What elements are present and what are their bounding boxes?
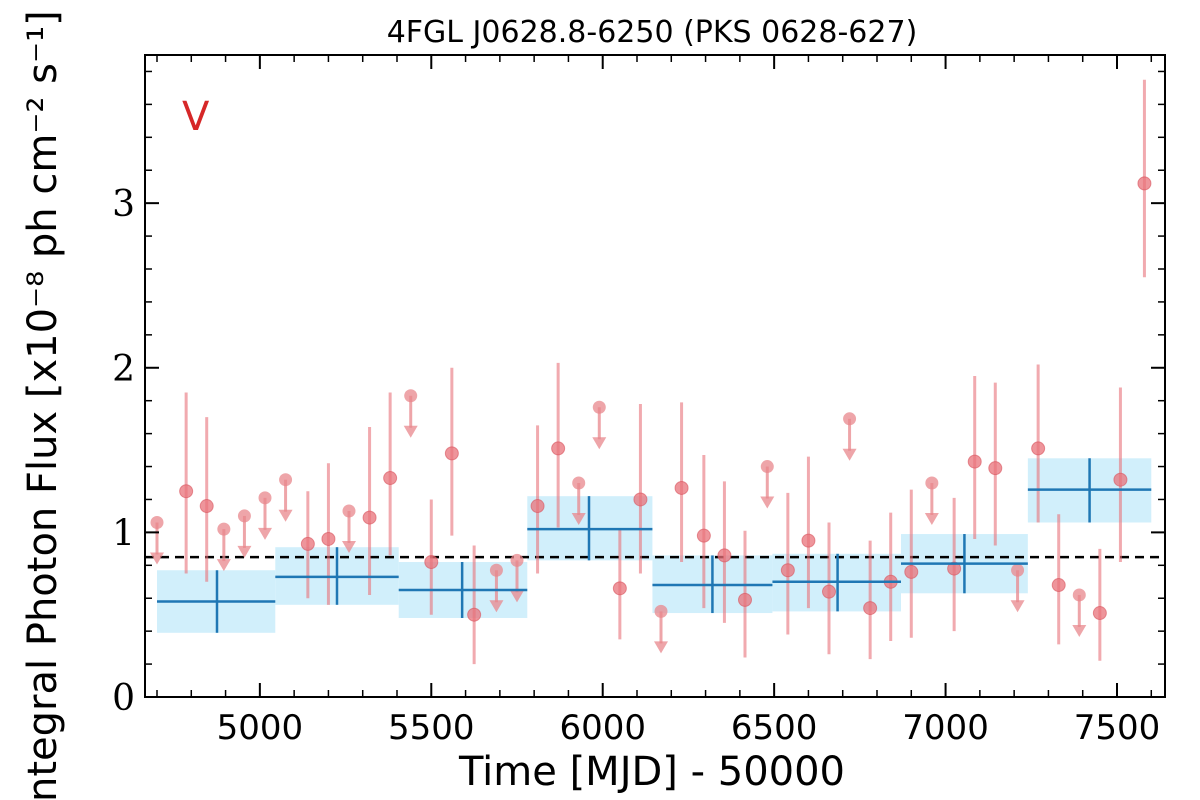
- upper-limit-arrow: [760, 496, 775, 509]
- upper-limit-arrow: [571, 513, 586, 525]
- detection-point: [780, 563, 795, 578]
- upper-limit-arrow: [1072, 624, 1087, 637]
- detection-point: [947, 561, 962, 576]
- detection-point: [988, 461, 1003, 476]
- detection-point: [967, 454, 982, 469]
- detection-point: [551, 441, 566, 456]
- axes-frame: 5000 5500 6000 6500 7000 7500 0 1 2 3: [112, 54, 1166, 748]
- upper-limit-arrow: [654, 641, 668, 654]
- detection-point: [674, 480, 689, 495]
- detection-point: [1051, 578, 1066, 593]
- upper-limit-point: [258, 491, 272, 505]
- upper-limit-arrow: [592, 437, 607, 450]
- detection-point: [362, 510, 377, 525]
- detection-point: [1113, 472, 1128, 487]
- upper-limit-point: [510, 553, 524, 567]
- detection-point: [179, 484, 194, 499]
- x-tick-label: 6500: [731, 708, 818, 748]
- upper-limit-arrow: [342, 540, 356, 553]
- chart-title: 4FGL J0628.8-6250 (PKS 0628-627): [387, 15, 918, 50]
- upper-limit-arrow: [216, 559, 231, 572]
- upper-limit-arrow: [924, 513, 939, 525]
- detection-point: [199, 499, 214, 514]
- detection-point: [444, 446, 459, 461]
- upper-limit-point: [404, 389, 418, 403]
- detection-point: [738, 592, 752, 607]
- x-tick-label: 5000: [217, 708, 304, 748]
- detection-point: [530, 499, 545, 514]
- upper-limit-point: [654, 604, 668, 618]
- detection-point: [863, 601, 878, 616]
- detection-point: [300, 536, 315, 551]
- detection-point: [467, 607, 482, 622]
- upper-limit-point: [843, 412, 857, 426]
- detection-point: [1137, 176, 1152, 191]
- upper-limit-arrow: [237, 545, 252, 558]
- upper-limit-point: [150, 516, 164, 530]
- upper-limit-point: [237, 509, 251, 523]
- plot-area: [145, 79, 1165, 665]
- detection-point: [612, 581, 627, 596]
- x-tick-label: 5500: [388, 708, 475, 748]
- upper-limit-arrow: [278, 509, 293, 522]
- upper-limit-point: [592, 400, 606, 414]
- y-tick-label: 2: [112, 349, 135, 390]
- corner-label: V: [182, 94, 210, 140]
- upper-limit-point: [760, 460, 774, 474]
- detection-point: [822, 584, 836, 599]
- upper-limit-point: [342, 504, 356, 518]
- detection-point: [321, 531, 336, 546]
- y-tick-label: 1: [112, 513, 135, 554]
- detection-point: [717, 548, 732, 563]
- y-axis-label: Integral Photon Flux [x10⁻⁸ ph cm⁻² s⁻¹]: [20, 10, 66, 800]
- upper-limit-arrow: [403, 425, 418, 438]
- detection-point: [696, 528, 711, 543]
- upper-limit-point: [572, 476, 586, 490]
- x-tick-label: 7500: [1074, 708, 1161, 748]
- upper-limit-arrow: [1010, 600, 1025, 613]
- detection-point: [424, 555, 439, 570]
- upper-limit-arrow: [510, 590, 524, 603]
- x-axis-label: Time [MJD] - 50000: [458, 749, 845, 795]
- detection-point: [633, 492, 648, 507]
- upper-limit-arrow: [258, 527, 272, 540]
- upper-limit-point: [1011, 563, 1025, 577]
- y-tick-label: 0: [112, 678, 135, 719]
- upper-limit-point: [925, 476, 939, 490]
- upper-limit-arrow: [150, 552, 164, 565]
- upper-limit-arrow: [842, 448, 857, 461]
- upper-limit-point: [217, 522, 231, 536]
- x-tick-label: 7000: [902, 708, 989, 748]
- detection-point: [1031, 441, 1046, 456]
- upper-limit-point: [279, 473, 293, 487]
- detection-point: [383, 471, 398, 486]
- y-tick-label: 3: [112, 184, 135, 225]
- detection-point: [904, 564, 919, 579]
- upper-limit-point: [1072, 588, 1086, 602]
- upper-limit-point: [489, 563, 503, 577]
- detection-point: [801, 533, 816, 548]
- x-tick-label: 6000: [559, 708, 646, 748]
- upper-limit-arrow: [489, 600, 504, 613]
- plot-frame: [144, 54, 1166, 698]
- detection-point: [1092, 606, 1107, 621]
